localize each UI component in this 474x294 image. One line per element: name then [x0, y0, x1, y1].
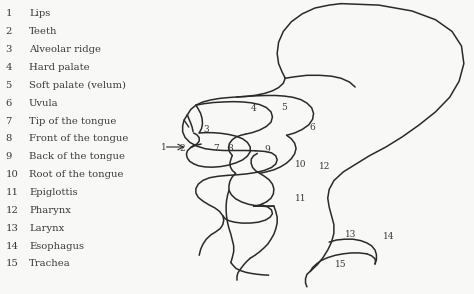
Text: 14: 14 [383, 232, 394, 241]
Text: 3: 3 [5, 45, 12, 54]
Text: 4: 4 [251, 104, 256, 113]
Text: 14: 14 [5, 241, 18, 250]
Text: Trachea: Trachea [29, 259, 71, 268]
Text: Esophagus: Esophagus [29, 241, 84, 250]
Text: Hard palate: Hard palate [29, 63, 90, 72]
Text: 2: 2 [5, 27, 12, 36]
Text: 12: 12 [319, 161, 330, 171]
Text: Teeth: Teeth [29, 27, 57, 36]
Text: 9: 9 [5, 152, 12, 161]
Text: Soft palate (velum): Soft palate (velum) [29, 81, 126, 90]
Text: 13: 13 [5, 224, 18, 233]
Text: 11: 11 [5, 188, 18, 197]
Text: 12: 12 [5, 206, 18, 215]
Text: 15: 15 [335, 260, 347, 268]
Text: 6: 6 [310, 123, 316, 133]
Text: Tip of the tongue: Tip of the tongue [29, 116, 117, 126]
Text: Back of the tongue: Back of the tongue [29, 152, 125, 161]
Text: 5: 5 [282, 103, 287, 112]
Text: 1: 1 [161, 143, 167, 151]
Text: Larynx: Larynx [29, 224, 64, 233]
Text: Front of the tongue: Front of the tongue [29, 134, 128, 143]
Text: 1: 1 [5, 9, 12, 19]
Text: Epiglottis: Epiglottis [29, 188, 78, 197]
Text: 13: 13 [345, 230, 356, 239]
Text: 8: 8 [227, 144, 233, 153]
Text: 8: 8 [5, 134, 12, 143]
Text: 10: 10 [5, 170, 18, 179]
Text: 11: 11 [295, 194, 307, 203]
Text: Lips: Lips [29, 9, 50, 19]
Text: 3: 3 [203, 125, 209, 134]
Text: Uvula: Uvula [29, 99, 59, 108]
Text: 9: 9 [265, 146, 271, 154]
Text: 4: 4 [5, 63, 12, 72]
Text: Root of the tongue: Root of the tongue [29, 170, 124, 179]
Text: 5: 5 [5, 81, 12, 90]
Text: Pharynx: Pharynx [29, 206, 71, 215]
Text: 7: 7 [213, 144, 219, 153]
Text: 15: 15 [5, 259, 18, 268]
Text: 7: 7 [5, 116, 12, 126]
Text: 10: 10 [295, 160, 307, 169]
Text: Alveolar ridge: Alveolar ridge [29, 45, 101, 54]
Text: 2: 2 [180, 144, 185, 153]
Text: 6: 6 [5, 99, 12, 108]
